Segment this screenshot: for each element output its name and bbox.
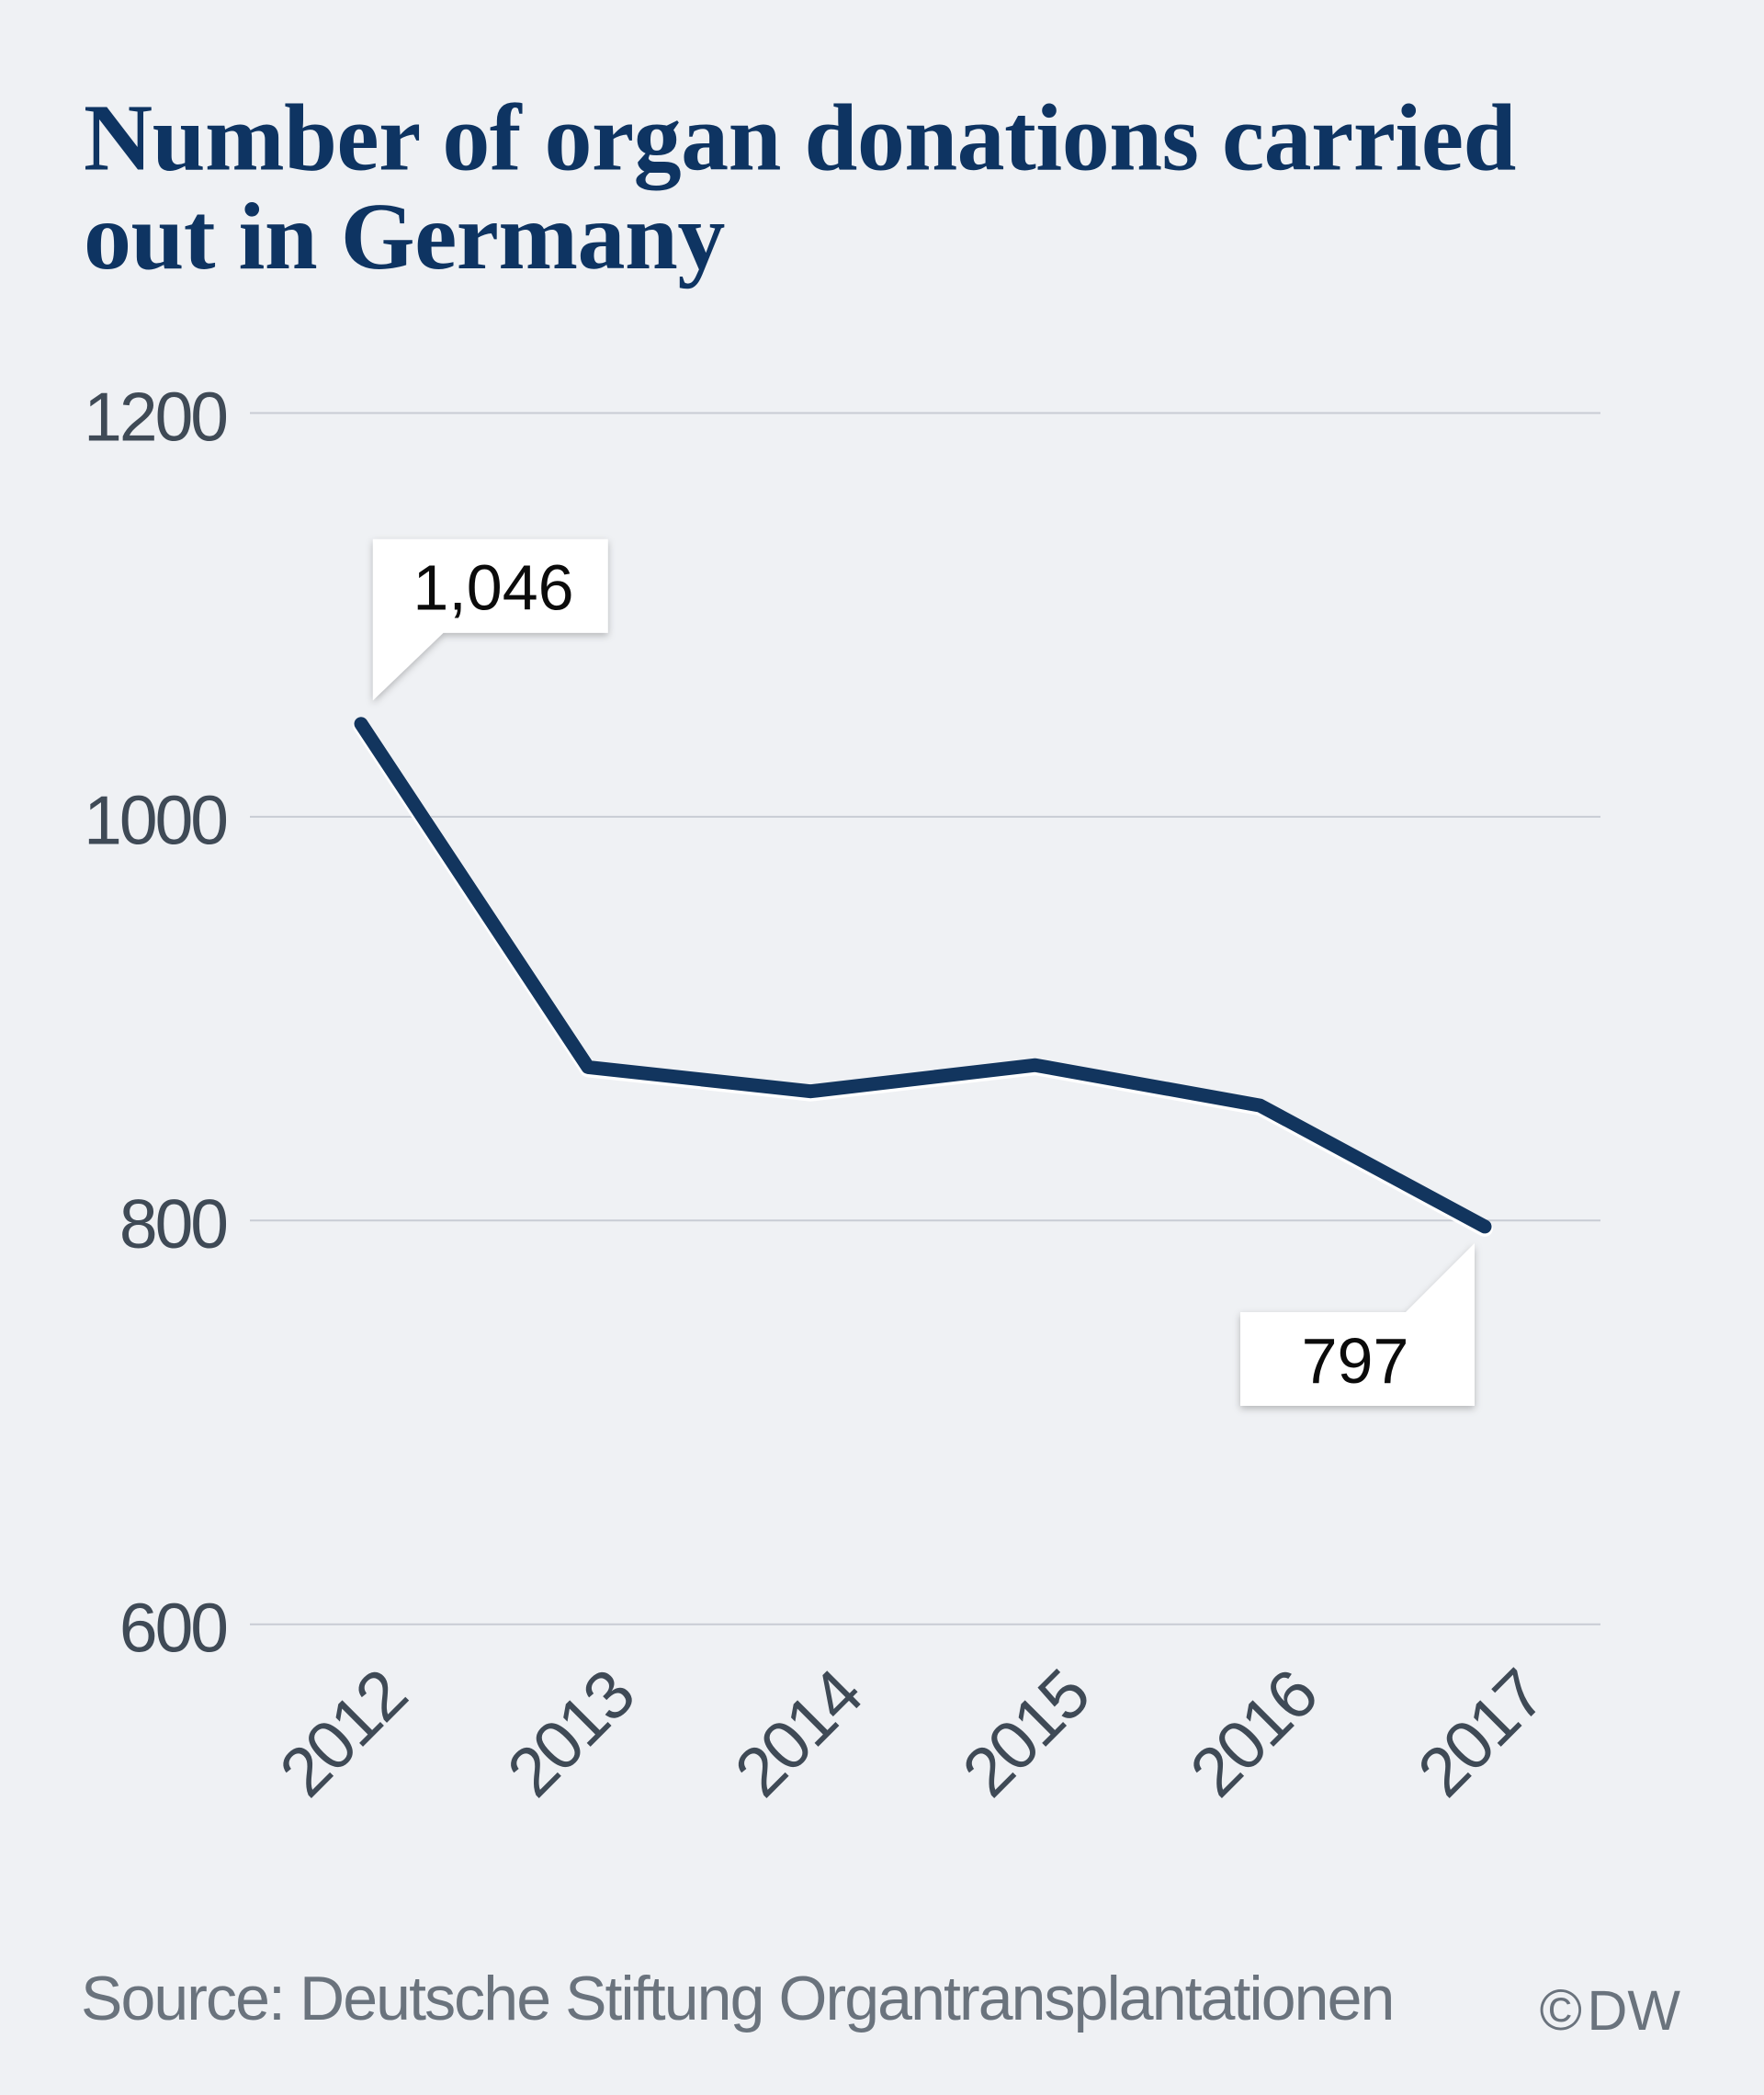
svg-text:DW: DW <box>1587 1979 1680 2042</box>
svg-text:©: © <box>1540 1978 1582 2043</box>
svg-text:Number of organ donations carr: Number of organ donations carried <box>84 85 1516 191</box>
svg-text:600: 600 <box>119 1590 226 1667</box>
svg-text:1,046: 1,046 <box>413 552 573 624</box>
svg-text:800: 800 <box>119 1185 226 1263</box>
svg-text:1200: 1200 <box>84 378 226 455</box>
svg-text:out in Germany: out in Germany <box>84 184 725 289</box>
svg-text:797: 797 <box>1302 1325 1409 1397</box>
svg-text:1000: 1000 <box>84 782 226 859</box>
svg-text:Source: Deutsche Stiftung Orga: Source: Deutsche Stiftung Organtransplan… <box>81 1964 1393 2033</box>
